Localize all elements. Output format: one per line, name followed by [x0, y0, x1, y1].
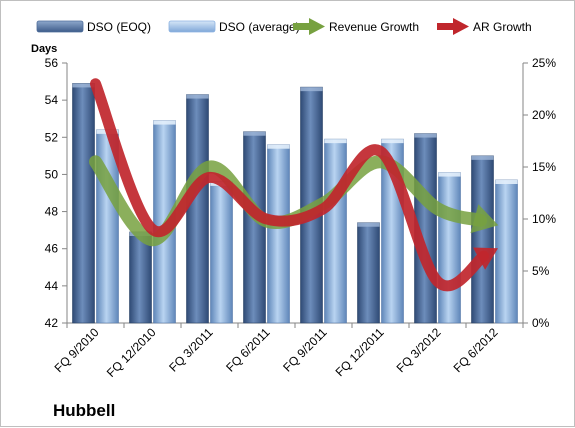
left-axis-title: Days — [31, 43, 57, 55]
bar-top-dso-eoq — [186, 94, 209, 99]
left-tick-label: 46 — [45, 242, 59, 256]
right-tick-label: 25% — [532, 56, 556, 70]
x-tick-label: FQ 6/2011 — [223, 325, 273, 375]
right-tick-label: 5% — [532, 264, 550, 278]
legend-label-ar-growth: AR Growth — [473, 20, 532, 34]
legend-item-dso-eoq: DSO (EOQ) — [36, 20, 151, 34]
bar-top-dso-average — [438, 172, 461, 177]
legend-arrow-head-ar-growth — [453, 18, 469, 35]
bar-dso-eoq — [243, 131, 266, 324]
left-tick-label: 48 — [45, 205, 59, 219]
left-tick-label: 50 — [45, 167, 59, 181]
legend-swatch-dso-average — [168, 20, 216, 33]
legend-item-ar-growth: AR Growth — [437, 18, 532, 35]
plot-area: 42 44 46 48 50 52 54 56 0% 5% 10% 15% 20% 25% FQ 9/201… — [45, 56, 557, 380]
bar-dso-eoq — [357, 222, 380, 324]
bar-top-dso-average — [153, 120, 176, 125]
legend-label-revenue-growth: Revenue Growth — [329, 20, 419, 34]
legend-label-dso-eoq: DSO (EOQ) — [87, 20, 151, 34]
legend-label-dso-average: DSO (average) — [219, 20, 300, 34]
bar-top-dso-eoq — [357, 222, 380, 227]
bar-top-dso-average — [495, 180, 518, 184]
company-name: Hubbell — [53, 401, 115, 420]
bar-dso-average — [210, 181, 233, 324]
left-tick-label: 52 — [45, 130, 59, 144]
bar-dso-eoq — [72, 83, 95, 324]
bar-top-dso-average — [267, 144, 290, 149]
left-tick-label: 54 — [45, 93, 59, 107]
x-tick-label: FQ 9/2010 — [52, 325, 102, 375]
x-tick-label: FQ 3/2011 — [166, 325, 216, 375]
bar-dso-eoq — [471, 155, 494, 324]
legend-arrow-head-revenue-growth — [309, 18, 325, 35]
x-tick-label: FQ 6/2012 — [451, 325, 501, 375]
series-arrowhead-ar-growth — [472, 247, 499, 270]
legend: DSO (EOQ) DSO (average) Revenue Growth A… — [36, 18, 532, 35]
legend-item-dso-average: DSO (average) — [168, 20, 300, 34]
bar-dso-average — [324, 138, 347, 324]
bar-top-dso-eoq — [471, 155, 494, 160]
bar-top-dso-average — [381, 139, 404, 144]
left-tick-label: 42 — [45, 316, 59, 330]
bar-dso-average — [495, 179, 518, 324]
bar-top-dso-eoq — [300, 87, 323, 92]
series-line-ar-growth — [90, 78, 490, 292]
right-tick-label: 20% — [532, 108, 556, 122]
right-tick-label: 10% — [532, 212, 556, 226]
legend-swatch-dso-eoq — [36, 20, 84, 33]
right-tick-label: 0% — [532, 316, 550, 330]
legend-item-revenue-growth: Revenue Growth — [293, 18, 419, 35]
x-tick-label: FQ 12/2011 — [333, 325, 387, 379]
x-tick-label: FQ 12/2010 — [104, 325, 159, 380]
bar-dso-average — [267, 144, 290, 324]
right-tick-label: 15% — [532, 160, 556, 174]
bar-top-dso-eoq — [72, 83, 95, 88]
series-arrowhead-revenue-growth — [470, 204, 499, 234]
bar-dso-eoq — [129, 231, 152, 324]
x-tick-label: FQ 3/2012 — [394, 325, 444, 375]
bar-dso-average — [438, 172, 461, 324]
bar-top-dso-eoq — [243, 131, 266, 136]
bar-dso-eoq — [186, 94, 209, 324]
bar-top-dso-average — [324, 139, 347, 144]
left-tick-label: 56 — [45, 56, 59, 70]
bar-top-dso-eoq — [414, 133, 437, 138]
left-tick-label: 44 — [45, 279, 59, 293]
x-tick-label: FQ 9/2011 — [280, 325, 330, 375]
